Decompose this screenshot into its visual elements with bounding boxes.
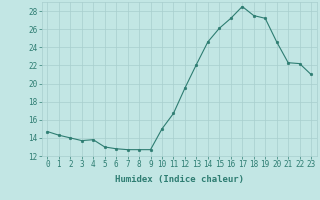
X-axis label: Humidex (Indice chaleur): Humidex (Indice chaleur) [115, 175, 244, 184]
